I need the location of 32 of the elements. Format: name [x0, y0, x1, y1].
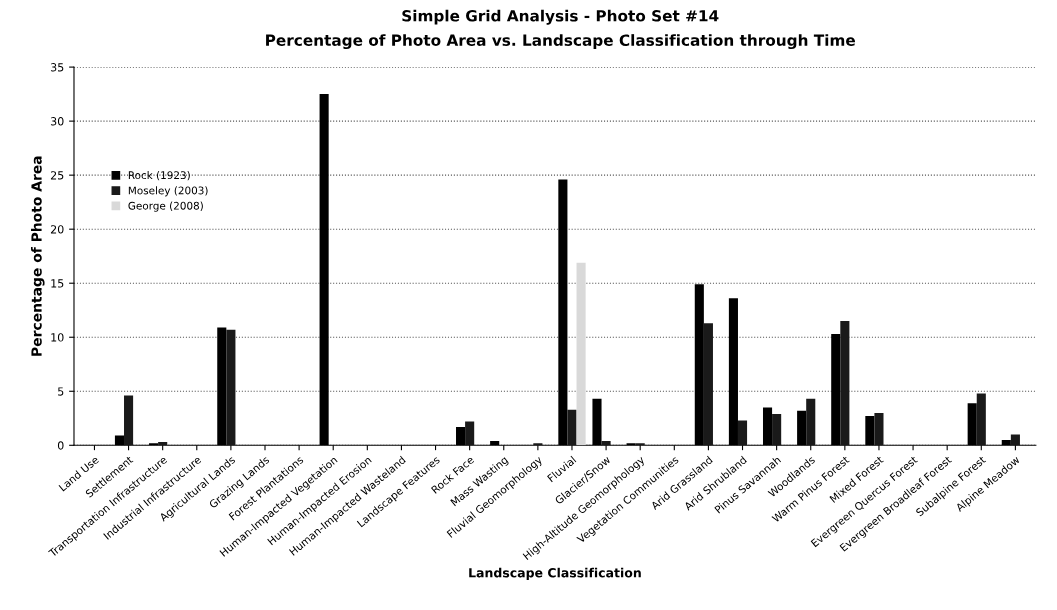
y-tick-label: 10 — [51, 333, 64, 342]
chart-subtitle: Percentage of Photo Area vs. Landscape Classification through Time — [266, 34, 855, 50]
legend-label: Moseley (2003) — [128, 186, 208, 197]
bar — [874, 412, 884, 446]
bar — [601, 440, 611, 446]
legend-label: George (2008) — [128, 201, 203, 212]
bar — [124, 395, 134, 446]
bar — [567, 409, 577, 446]
bar — [465, 421, 475, 446]
bar — [576, 262, 586, 446]
x-axis-title: Landscape Classification — [469, 567, 641, 580]
legend-label: Rock (1923) — [128, 171, 190, 181]
bar — [737, 420, 748, 446]
bar — [1010, 434, 1020, 446]
bar — [158, 442, 168, 446]
bar — [806, 398, 816, 446]
bar — [226, 329, 236, 446]
bar — [976, 393, 986, 446]
y-tick-label: 20 — [50, 225, 64, 234]
y-axis-title: Percentage of Photo Area — [31, 156, 45, 356]
y-tick-label: 5 — [58, 387, 64, 396]
bar — [533, 443, 543, 446]
bar — [703, 323, 713, 446]
y-tick-label: 35 — [50, 63, 64, 72]
y-tick-label: 30 — [50, 117, 64, 126]
bar — [840, 321, 850, 446]
bar — [635, 443, 645, 446]
chart-title: Simple Grid Analysis - Photo Set #14 — [402, 9, 719, 25]
y-tick-label: 15 — [51, 279, 64, 288]
bar — [772, 413, 782, 446]
y-tick-label: 0 — [57, 441, 64, 450]
y-tick-label: 25 — [50, 171, 64, 180]
